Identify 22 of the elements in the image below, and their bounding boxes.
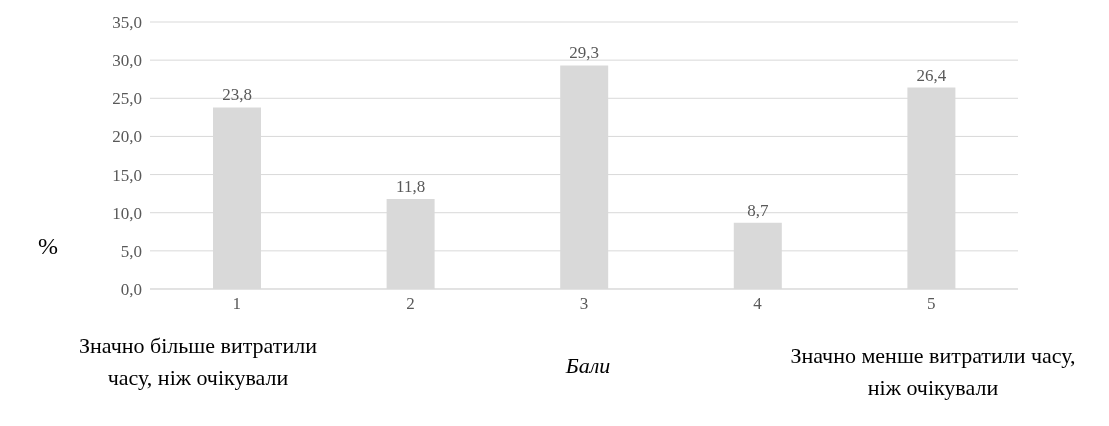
y-tick-label: 5,0 [120, 241, 142, 261]
y-tick-label: 35,0 [112, 13, 142, 33]
y-tick-label: 0,0 [120, 280, 142, 300]
x-tick-label: 3 [579, 294, 589, 314]
y-tick-label: 30,0 [112, 51, 142, 71]
x-tick-label: 1 [232, 294, 242, 314]
data-label: 11,8 [396, 176, 426, 196]
x-tick-label: 2 [406, 294, 415, 314]
data-label: 26,4 [916, 65, 947, 85]
y-axis-title: % [38, 233, 58, 260]
y-tick-label: 20,0 [112, 127, 142, 147]
x-tick-label: 5 [926, 294, 936, 314]
x-axis-title: Бали [564, 353, 612, 379]
data-label: 23,8 [222, 85, 252, 105]
data-label: 8,7 [747, 200, 769, 220]
y-tick-label: 10,0 [112, 203, 142, 223]
x-tick-label: 4 [753, 294, 763, 314]
text: Значно більше витратили часу, ніж очікували [78, 332, 318, 392]
data-label: 29,3 [569, 43, 600, 63]
text: Значно менше витратили часу, ніж очікували [789, 342, 1077, 402]
y-tick-label: 25,0 [112, 89, 142, 109]
y-tick-label: 15,0 [112, 165, 142, 185]
